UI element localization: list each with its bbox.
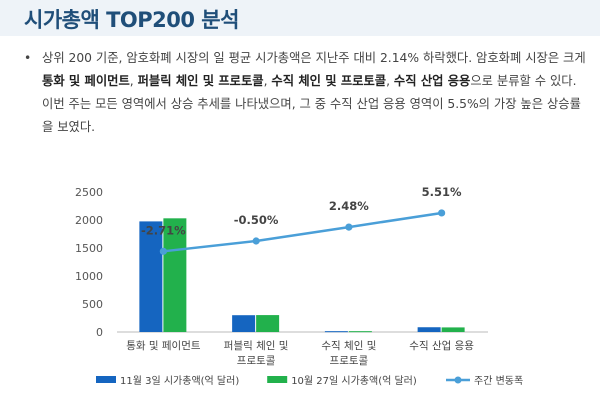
title-bar <box>0 0 600 36</box>
text-segment: , <box>129 74 138 88</box>
y-tick-label: 2500 <box>75 186 103 199</box>
bar <box>324 331 348 333</box>
legend-swatch <box>96 376 116 383</box>
bar <box>163 218 187 332</box>
bullet-marker: • <box>24 51 32 65</box>
x-category-label: 수직 산업 응용 <box>409 339 474 352</box>
bar <box>417 327 441 332</box>
text-segment: 상위 200 기준, 암호화폐 시장의 일 평균 시가총액은 지난주 대비 2.… <box>42 51 586 65</box>
category-highlight: 통화 및 페이먼트 <box>42 74 130 88</box>
legend-swatch <box>454 376 462 384</box>
x-category-label: 퍼블릭 체인 및 <box>224 340 289 352</box>
category-highlight: 퍼블릭 체인 및 프로토콜 <box>137 74 264 88</box>
data-label: -2.71% <box>141 223 186 237</box>
y-tick-label: 500 <box>82 298 103 311</box>
legend-swatch <box>267 376 288 383</box>
data-label: 2.48% <box>329 199 369 213</box>
market-cap-chart: 2500 2000 1500 1000 500 0 통화 및 페이먼트 퍼블릭 체인 및프로토… <box>75 185 523 387</box>
y-tick-label: 0 <box>96 326 103 339</box>
bar <box>256 315 280 332</box>
text-segment: , <box>386 74 394 88</box>
x-category-label: 통화 및 페이먼트 <box>126 340 201 352</box>
text-segment: , <box>263 74 272 88</box>
data-label: 5.51% <box>422 185 462 199</box>
legend-label: 11월 3일 시가총액(억 달러) <box>120 375 239 387</box>
change-point <box>159 247 167 255</box>
x-category-label: 프로토콜 <box>330 355 369 367</box>
change-point <box>252 237 260 245</box>
legend-label: 주간 변동폭 <box>474 375 523 387</box>
y-tick-label: 1500 <box>75 242 103 255</box>
x-category-label: 수직 체인 및 <box>321 340 376 352</box>
y-tick-label: 1000 <box>75 270 103 283</box>
change-point <box>438 209 446 217</box>
category-highlight: 수직 산업 응용 <box>393 74 471 88</box>
legend-label: 10월 27일 시가총액(억 달러) <box>291 375 417 387</box>
category-highlight: 수직 체인 및 프로토콜 <box>271 74 387 88</box>
data-label: -0.50% <box>234 213 279 227</box>
bar <box>348 331 372 333</box>
bar <box>139 221 163 332</box>
summary-paragraph: 상위 200 기준, 암호화폐 시장의 일 평균 시가총액은 지난주 대비 2.… <box>42 47 590 139</box>
page-title: 시가총액 TOP200 분석 <box>24 8 239 32</box>
x-category-label: 프로토콜 <box>237 355 276 367</box>
bar <box>441 327 465 332</box>
change-line <box>163 211 442 253</box>
summary-text: • 상위 200 기준, 암호화폐 시장의 일 평균 시가총액은 지난주 대비 … <box>24 47 590 139</box>
change-point <box>345 223 353 231</box>
text-segment: 으로 분류할 수 있다. 이번 주는 모든 영역에서 상승 추세를 나타냈으며,… <box>42 74 581 134</box>
y-tick-label: 2000 <box>75 214 103 227</box>
bar <box>232 315 256 332</box>
